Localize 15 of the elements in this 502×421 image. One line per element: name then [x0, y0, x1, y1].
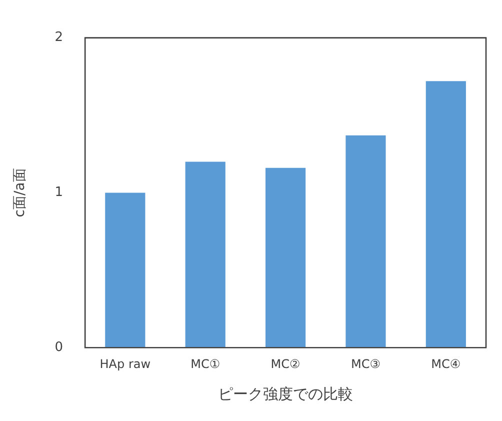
- bar: [265, 168, 306, 348]
- y-tick-label: 2: [54, 30, 64, 46]
- y-tick-label: 0: [54, 340, 64, 355]
- bar: [105, 192, 146, 348]
- x-tick-label: HAp raw: [100, 356, 151, 371]
- x-axis-title: ピーク強度での比較: [218, 384, 354, 403]
- x-tick-label: MC④: [431, 356, 461, 371]
- x-tick-label: MC③: [350, 356, 380, 371]
- y-axis-title: c面/a面: [12, 168, 28, 218]
- x-tick-label: MC②: [270, 356, 300, 371]
- bar: [346, 135, 386, 348]
- x-tick-label: MC①: [190, 356, 220, 371]
- y-tick-label: 1: [54, 185, 64, 200]
- bar: [185, 162, 226, 348]
- bar: [426, 81, 466, 348]
